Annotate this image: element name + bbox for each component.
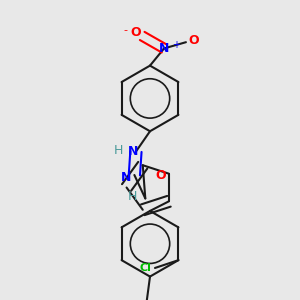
Text: -: - — [123, 25, 127, 35]
Text: O: O — [188, 34, 199, 47]
Text: +: + — [172, 40, 180, 50]
Text: Cl: Cl — [140, 263, 152, 273]
Text: N: N — [159, 42, 169, 55]
Text: O: O — [156, 169, 167, 182]
Text: H: H — [114, 143, 123, 157]
Text: O: O — [130, 26, 141, 39]
Text: N: N — [122, 171, 132, 184]
Text: N: N — [128, 145, 138, 158]
Text: H: H — [128, 190, 137, 203]
